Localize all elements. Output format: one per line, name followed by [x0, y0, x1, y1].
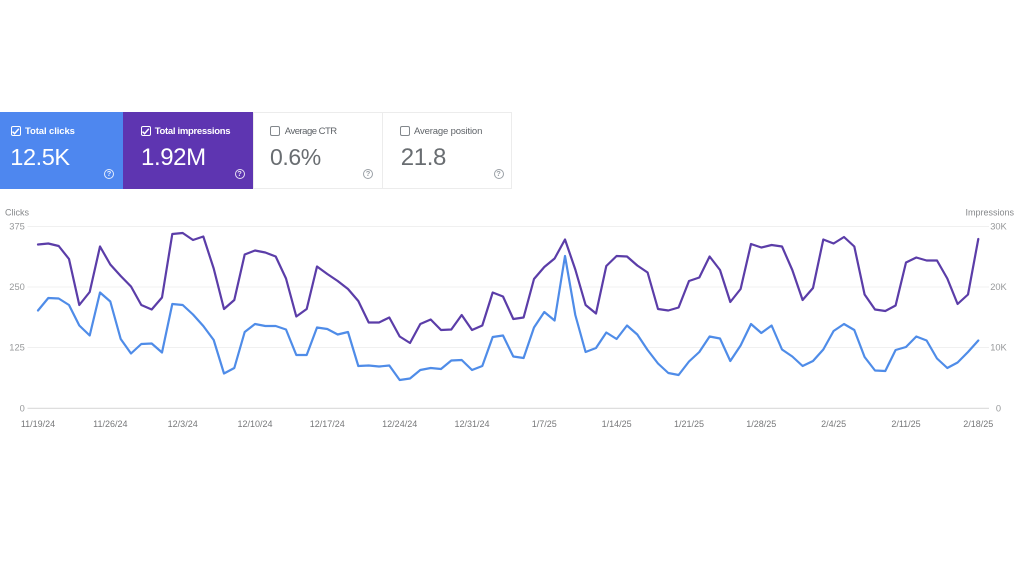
- svg-text:125: 125: [9, 343, 25, 353]
- svg-text:1/28/25: 1/28/25: [746, 419, 776, 429]
- svg-text:Impressions: Impressions: [965, 208, 1014, 218]
- svg-text:20K: 20K: [990, 282, 1007, 292]
- svg-text:250: 250: [9, 282, 25, 292]
- svg-text:11/19/24: 11/19/24: [21, 419, 55, 429]
- svg-text:12/31/24: 12/31/24: [454, 419, 489, 429]
- svg-text:0: 0: [20, 404, 25, 414]
- svg-text:2/4/25: 2/4/25: [821, 419, 846, 429]
- svg-text:0: 0: [996, 404, 1001, 414]
- svg-text:12/10/24: 12/10/24: [237, 419, 272, 429]
- svg-text:12/24/24: 12/24/24: [382, 419, 417, 429]
- svg-text:1/7/25: 1/7/25: [532, 419, 557, 429]
- svg-text:30K: 30K: [990, 222, 1007, 232]
- svg-text:2/18/25: 2/18/25: [963, 419, 993, 429]
- svg-text:1/21/25: 1/21/25: [674, 419, 704, 429]
- svg-text:2/11/25: 2/11/25: [891, 419, 920, 429]
- svg-text:1/14/25: 1/14/25: [602, 419, 632, 429]
- svg-text:11/26/24: 11/26/24: [93, 419, 127, 429]
- svg-text:Clicks: Clicks: [5, 208, 29, 218]
- svg-text:10K: 10K: [990, 343, 1007, 353]
- svg-text:12/3/24: 12/3/24: [168, 419, 198, 429]
- svg-text:12/17/24: 12/17/24: [310, 419, 345, 429]
- svg-text:375: 375: [9, 222, 25, 232]
